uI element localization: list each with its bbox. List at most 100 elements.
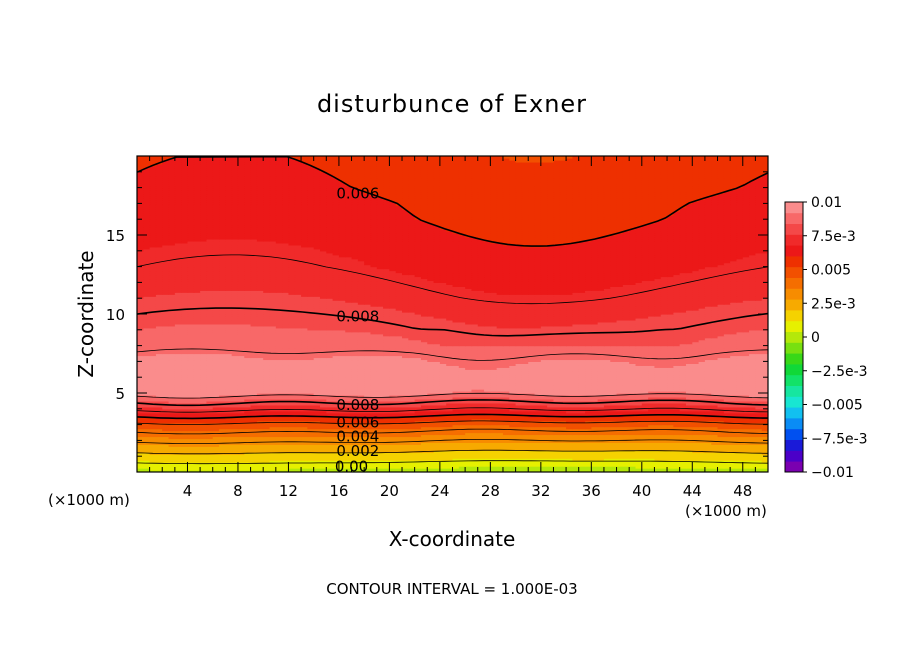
field-cell bbox=[155, 464, 163, 467]
field-cell bbox=[294, 418, 302, 422]
field-cell bbox=[225, 446, 233, 449]
field-cell bbox=[307, 470, 315, 472]
field-cell bbox=[540, 462, 548, 465]
field-cell bbox=[591, 426, 599, 430]
field-cell bbox=[301, 454, 308, 457]
field-cell bbox=[174, 454, 182, 457]
field-cell bbox=[193, 426, 201, 430]
field-cell bbox=[275, 426, 283, 430]
field-cell bbox=[446, 420, 454, 424]
field-cell bbox=[648, 468, 656, 471]
field-cell bbox=[591, 430, 599, 434]
field-cell bbox=[345, 452, 353, 455]
field-cell bbox=[679, 466, 687, 469]
field-cell bbox=[521, 468, 529, 471]
field-cell bbox=[225, 466, 233, 469]
field-cell bbox=[730, 438, 738, 441]
field-cell bbox=[578, 444, 586, 447]
field-cell bbox=[496, 426, 504, 430]
field-cell bbox=[736, 460, 744, 463]
field-cell bbox=[572, 422, 580, 426]
field-cell bbox=[685, 422, 693, 426]
field-cell bbox=[307, 420, 315, 424]
field-cell bbox=[427, 470, 435, 472]
field-cell bbox=[484, 456, 491, 459]
field-cell bbox=[269, 444, 277, 447]
field-cell bbox=[528, 452, 536, 455]
field-cell bbox=[383, 450, 390, 453]
field-cell bbox=[275, 418, 283, 422]
field-cell bbox=[509, 450, 517, 453]
field-cell bbox=[370, 424, 378, 428]
field-cell bbox=[452, 458, 460, 461]
field-cell bbox=[717, 462, 725, 465]
field-cell bbox=[597, 422, 605, 426]
field-cell bbox=[585, 456, 592, 459]
field-cell bbox=[496, 456, 504, 459]
field-cell bbox=[376, 460, 384, 463]
field-cell bbox=[521, 430, 529, 434]
field-cell bbox=[370, 432, 378, 436]
field-cell bbox=[749, 440, 756, 443]
field-cell bbox=[168, 430, 176, 434]
field-cell bbox=[420, 468, 428, 471]
field-cell bbox=[528, 430, 536, 434]
field-cell bbox=[723, 448, 731, 451]
field-cell bbox=[395, 428, 403, 432]
field-cell bbox=[250, 466, 258, 469]
field-cell bbox=[528, 418, 536, 422]
field-cell bbox=[559, 450, 567, 453]
field-cell bbox=[736, 452, 744, 455]
field-cell bbox=[288, 466, 296, 469]
field-cell bbox=[534, 430, 542, 434]
field-cell bbox=[559, 458, 567, 461]
field-cell bbox=[219, 438, 226, 441]
field-cell bbox=[622, 444, 630, 447]
field-cell bbox=[603, 462, 611, 465]
field-cell bbox=[540, 470, 548, 472]
field-cell bbox=[370, 428, 378, 432]
field-cell bbox=[540, 452, 548, 455]
field-cell bbox=[149, 456, 157, 459]
field-cell bbox=[446, 470, 454, 472]
field-cell bbox=[698, 436, 706, 440]
field-cell bbox=[357, 424, 365, 428]
field-cell bbox=[439, 432, 447, 436]
field-cell bbox=[622, 470, 630, 472]
field-cell bbox=[402, 454, 409, 457]
field-cell bbox=[585, 430, 592, 434]
field-cell bbox=[219, 456, 226, 459]
field-cell bbox=[427, 454, 435, 457]
field-cell bbox=[698, 456, 706, 459]
field-cell bbox=[427, 434, 435, 438]
field-cell bbox=[616, 436, 624, 440]
field-cell bbox=[294, 426, 302, 430]
field-cell bbox=[351, 450, 359, 453]
field-cell bbox=[219, 420, 226, 424]
field-cell bbox=[742, 444, 750, 447]
field-cell bbox=[301, 458, 308, 461]
field-cell bbox=[641, 432, 649, 436]
field-cell bbox=[578, 470, 586, 472]
field-cell bbox=[597, 442, 605, 445]
field-cell bbox=[603, 458, 611, 461]
field-cell bbox=[162, 436, 170, 440]
field-cell bbox=[225, 418, 233, 422]
field-cell bbox=[654, 424, 662, 428]
field-cell bbox=[439, 444, 447, 447]
field-cell bbox=[452, 420, 460, 424]
field-cell bbox=[616, 432, 624, 436]
field-cell bbox=[446, 424, 454, 428]
field-cell bbox=[370, 456, 378, 459]
field-cell bbox=[667, 432, 674, 436]
field-cell bbox=[313, 436, 321, 440]
field-cell bbox=[319, 422, 327, 426]
field-cell bbox=[673, 448, 681, 451]
field-cell bbox=[547, 454, 555, 457]
field-cell bbox=[313, 420, 321, 424]
field-cell bbox=[667, 450, 674, 453]
field-cell bbox=[509, 464, 517, 467]
field-cell bbox=[168, 434, 176, 438]
field-cell bbox=[749, 454, 756, 457]
field-cell bbox=[200, 444, 208, 447]
